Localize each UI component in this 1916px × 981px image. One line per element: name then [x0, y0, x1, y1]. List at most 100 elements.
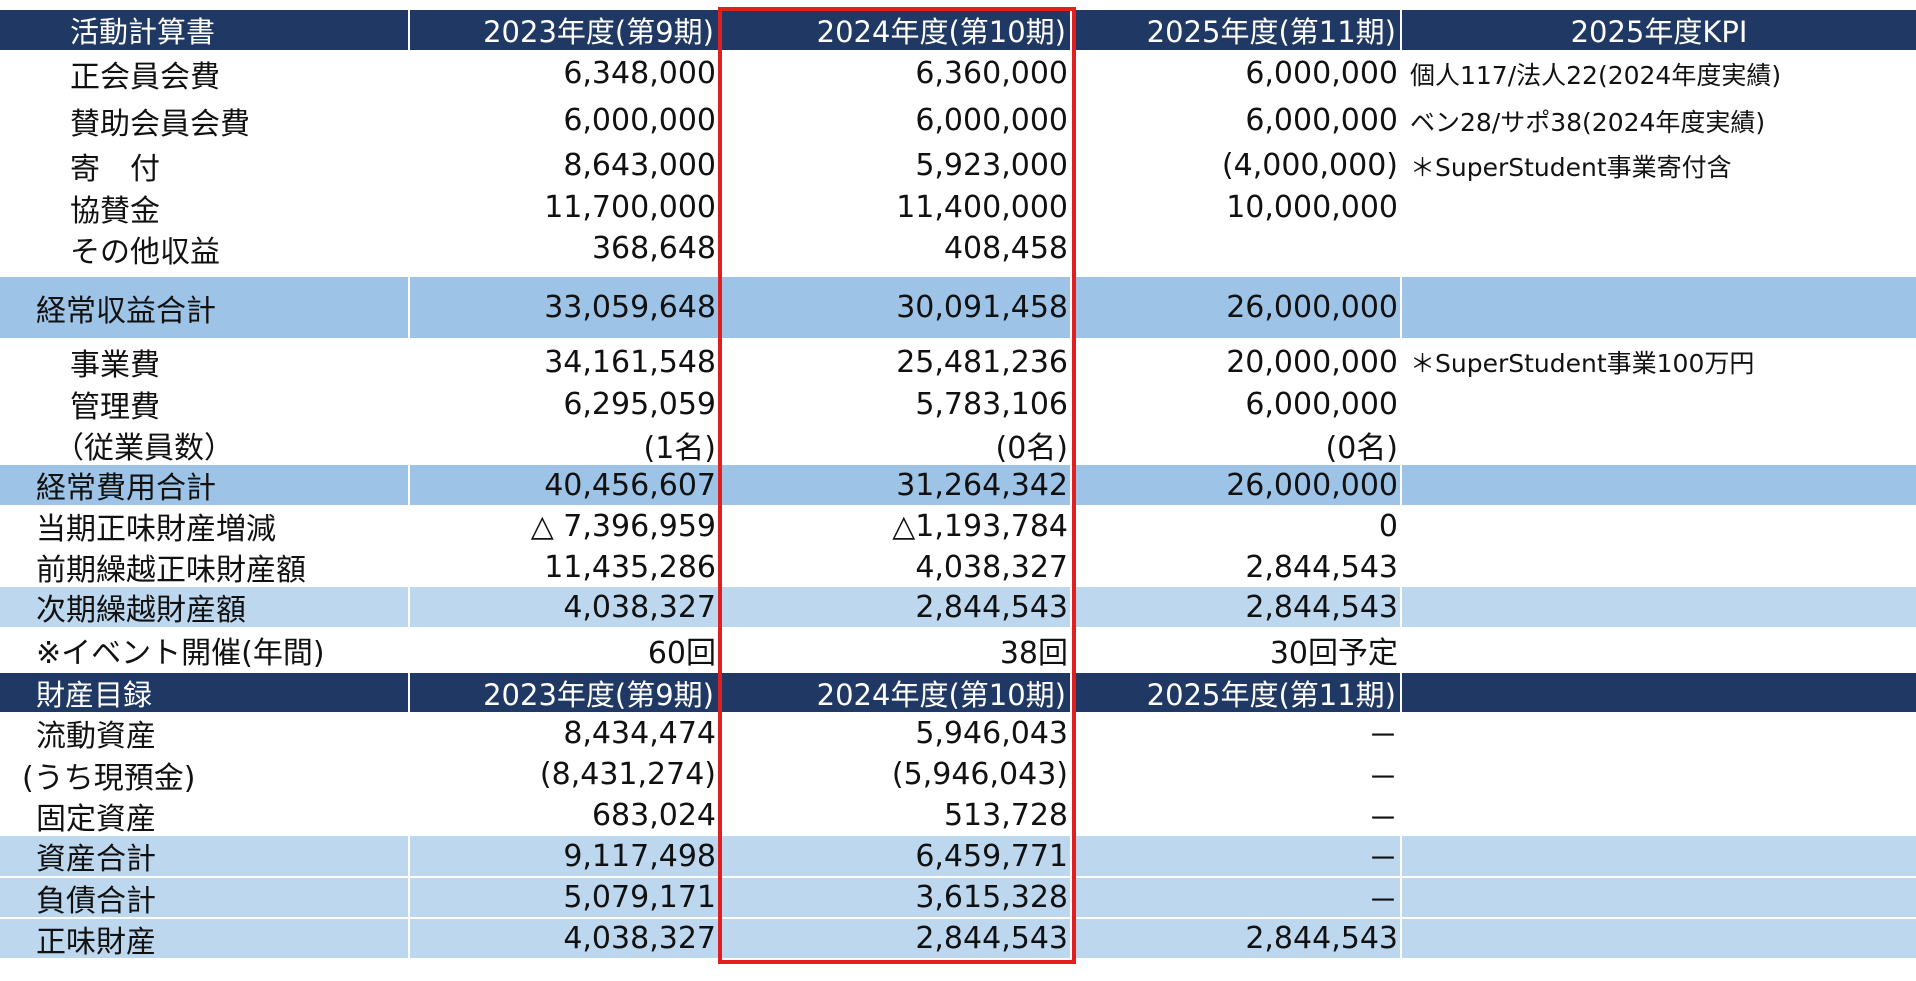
table-header: 活動計算書 2023年度(第9期) 2024年度(第10期) 2025年度(第1… [0, 10, 1916, 50]
row-label: 協賛金 [70, 193, 160, 229]
cell-2024: 6,000,000 [915, 103, 1068, 138]
assets-header-col-2023: 2023年度(第9期) [408, 673, 718, 712]
table-row-total: 経常収益合計 33,059,648 30,091,458 26,000,000 [0, 275, 1916, 338]
table-row: 賛助会員会費 6,000,000 6,000,000 6,000,000 ベン2… [0, 97, 1916, 144]
cell-2025: 6,000,000 [1245, 56, 1398, 91]
cell-2023: 4,038,327 [408, 919, 718, 958]
cell-kpi [1400, 547, 1916, 587]
cell-2024: 5,946,043 [915, 715, 1068, 751]
row-label: 寄 付 [70, 151, 160, 187]
cell-2023: 6,000,000 [563, 103, 716, 138]
assets-header-title: 財産目録 [36, 677, 153, 712]
row-label: 前期繰越正味財産額 [36, 553, 306, 587]
row-label: 次期繰越財産額 [36, 593, 246, 627]
cell-2025: － [1070, 878, 1400, 917]
cell-2024: (0名) [995, 430, 1069, 466]
cell-2025: － [1070, 836, 1400, 876]
cell-2025: 20,000,000 [1226, 344, 1398, 380]
cell-2025: 2,844,543 [1070, 919, 1400, 958]
header-title: 活動計算書 [70, 15, 216, 49]
row-label: 正味財産 [36, 924, 156, 959]
cell-kpi [1400, 754, 1916, 795]
cell-2024: 408,458 [943, 231, 1068, 266]
header-col-2025: 2025年度(第11期) [1070, 10, 1400, 50]
cell-2023: 9,117,498 [408, 836, 718, 876]
row-label: (うち現預金) [22, 760, 196, 796]
cell-2023: 6,295,059 [563, 386, 716, 422]
cell-2025: 26,000,000 [1070, 277, 1400, 338]
cell-2023: 5,079,171 [408, 878, 718, 917]
assets-header: 財産目録 2023年度(第9期) 2024年度(第10期) 2025年度(第11… [0, 673, 1916, 712]
table-row: 協賛金 11,700,000 11,400,000 10,000,000 [0, 187, 1916, 228]
cell-2024: 2,844,543 [718, 919, 1070, 958]
cell-2023: (1名) [643, 430, 717, 466]
table-row: (うち現預金) (8,431,274) (5,946,043) － [0, 754, 1916, 795]
row-label: 事業費 [70, 348, 160, 383]
cell-2023: 33,059,648 [408, 277, 718, 338]
cell-2023: 34,161,548 [544, 344, 716, 380]
assets-header-col-2024: 2024年度(第10期) [718, 673, 1070, 712]
table-row: その他収益 368,648 408,458 [0, 228, 1916, 269]
cell-2024: 38回 [999, 636, 1068, 671]
cell-2023: 368,648 [591, 231, 716, 266]
cell-2024: (5,946,043) [891, 757, 1068, 792]
cell-2025: － [1368, 801, 1398, 837]
header-col-2023: 2023年度(第9期) [408, 10, 718, 50]
cell-2023: 11,435,286 [544, 549, 716, 585]
cell-2023: 683,024 [591, 798, 716, 833]
cell-2024: 2,844,543 [718, 587, 1070, 627]
cell-kpi [1400, 465, 1916, 505]
cell-2023: 40,456,607 [408, 465, 718, 505]
cell-2024: 513,728 [943, 798, 1068, 833]
cell-2024: 11,400,000 [896, 190, 1068, 225]
row-label: 管理費 [70, 390, 160, 424]
table-row-total: 資産合計 9,117,498 6,459,771 － [0, 836, 1916, 876]
financial-table: 活動計算書 2023年度(第9期) 2024年度(第10期) 2025年度(第1… [0, 10, 1916, 958]
cell-2023: 6,348,000 [563, 56, 716, 91]
cell-2024: △1,193,784 [892, 508, 1068, 544]
cell-2025: － [1368, 719, 1398, 754]
cell-2023: 8,434,474 [563, 715, 716, 751]
header-col-kpi: 2025年度KPI [1400, 10, 1916, 50]
cell-2024: 6,360,000 [915, 56, 1068, 91]
cell-2023: 4,038,327 [408, 587, 718, 627]
cell-kpi: ＊SuperStudent事業100万円 [1410, 349, 1755, 378]
row-label: ※イベント開催(年間) [36, 636, 325, 671]
table-row: 前期繰越正味財産額 11,435,286 4,038,327 2,844,543 [0, 547, 1916, 588]
row-label: 経常費用合計 [36, 471, 216, 505]
cell-2024: 31,264,342 [718, 465, 1070, 505]
cell-2025: 0 [1378, 508, 1398, 544]
row-label: 当期正味財産増減 [36, 512, 276, 547]
row-label: 固定資産 [36, 801, 156, 837]
cell-2025: (0名) [1325, 430, 1399, 466]
row-label: 賛助会員会費 [70, 106, 250, 142]
cell-kpi [1400, 836, 1916, 876]
cell-2024: 5,783,106 [915, 386, 1068, 422]
cell-2025: 30回予定 [1269, 636, 1398, 671]
cell-kpi: ベン28/サポ38(2024年度実績) [1410, 107, 1766, 137]
table-row-total: 正味財産 4,038,327 2,844,543 2,844,543 [0, 917, 1916, 958]
row-label: 負債合計 [36, 883, 156, 918]
row-label: 資産合計 [36, 842, 156, 876]
cell-kpi [1400, 228, 1916, 269]
cell-2024: 30,091,458 [718, 277, 1070, 338]
cell-2023: △ 7,396,959 [530, 508, 716, 544]
cell-kpi [1400, 627, 1916, 673]
table-row-total: 経常費用合計 40,456,607 31,264,342 26,000,000 [0, 465, 1916, 505]
cell-2023: 8,643,000 [563, 148, 716, 183]
cell-kpi [1400, 424, 1916, 465]
cell-kpi: ＊SuperStudent事業寄付含 [1410, 152, 1732, 182]
table-row: 流動資産 8,434,474 5,946,043 － [0, 712, 1916, 755]
table-row: 当期正味財産増減 △ 7,396,959 △1,193,784 0 [0, 505, 1916, 548]
cell-2025: 6,000,000 [1245, 103, 1398, 138]
table-row-total: 負債合計 5,079,171 3,615,328 － [0, 876, 1916, 917]
cell-2025: － [1368, 760, 1398, 796]
cell-kpi [1400, 505, 1916, 547]
cell-2025: 10,000,000 [1226, 190, 1398, 225]
cell-2025: 2,844,543 [1245, 549, 1398, 585]
row-label: 正会員会費 [70, 59, 220, 95]
cell-2024: 5,923,000 [915, 148, 1068, 183]
cell-2025: (4,000,000) [1221, 148, 1398, 183]
cell-kpi [1400, 919, 1916, 958]
cell-2024: 3,615,328 [718, 878, 1070, 917]
